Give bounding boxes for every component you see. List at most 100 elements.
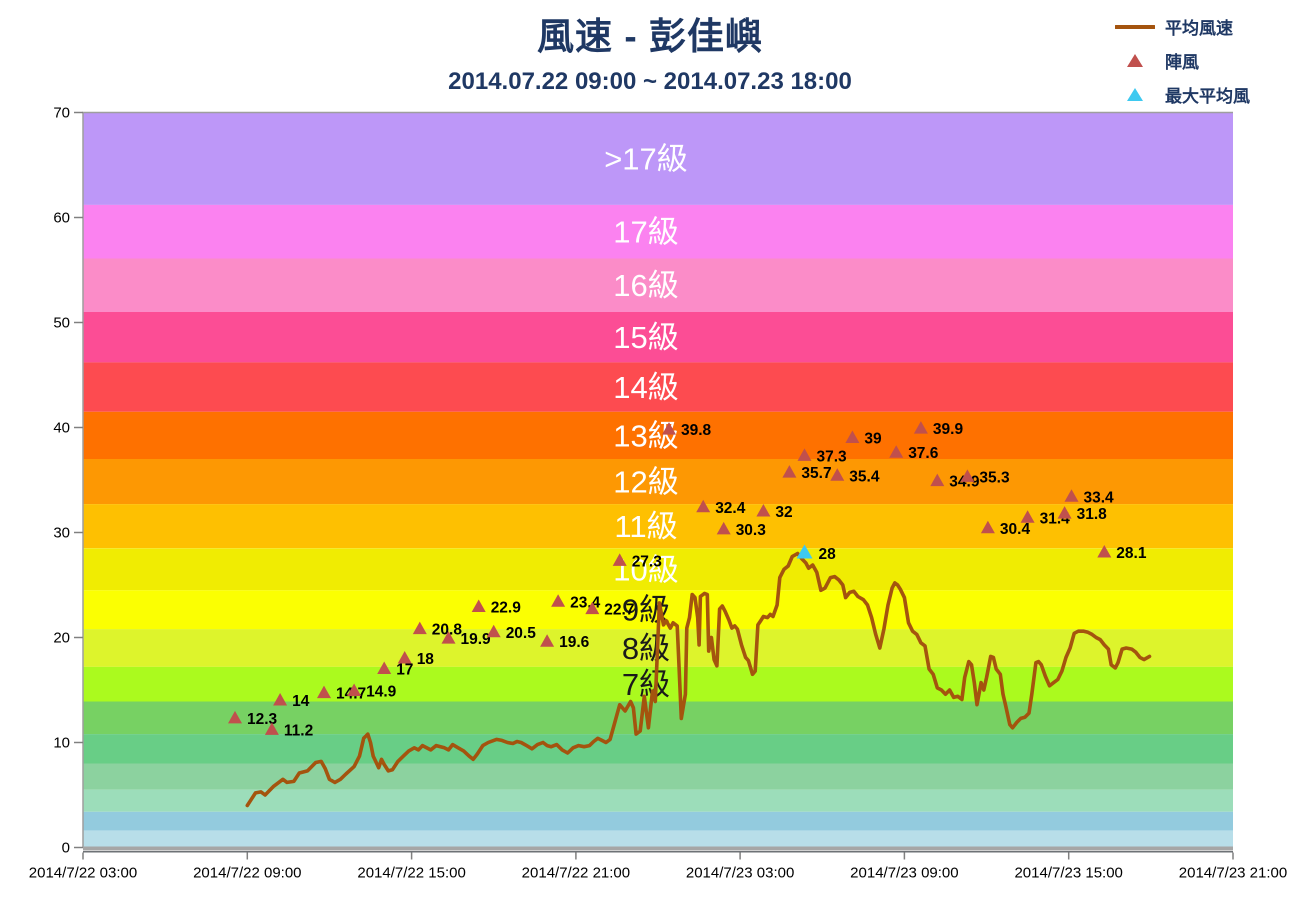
x-axis-underline xyxy=(83,851,1233,853)
gust-value-label: 31.8 xyxy=(1077,506,1108,523)
legend-label-max-avg-wind: 最大平均風 xyxy=(1165,87,1250,106)
gust-value-label: 35.4 xyxy=(849,468,880,485)
gust-marker xyxy=(696,499,711,513)
beaufort-band xyxy=(83,763,1233,790)
beaufort-band xyxy=(83,362,1233,412)
gust-marker xyxy=(913,421,928,434)
gust-marker xyxy=(540,634,555,647)
beaufort-band xyxy=(83,548,1233,591)
beaufort-bands xyxy=(83,112,1233,848)
gust-marker xyxy=(830,468,845,481)
gust-marker xyxy=(756,504,771,517)
gust-marker xyxy=(930,473,945,487)
gust-marker xyxy=(1097,545,1112,558)
beaufort-band xyxy=(83,312,1233,363)
gust-marker xyxy=(471,599,486,612)
gust-value-label: 37.6 xyxy=(908,445,939,462)
gust-value-label: 20.5 xyxy=(506,625,537,642)
legend-item-avg-wind[interactable]: 平均風速 xyxy=(1113,14,1250,39)
x-tick-label: 2014/7/23 09:00 xyxy=(850,865,958,882)
gust-marker xyxy=(228,710,242,724)
gust-triangle-icon xyxy=(1113,53,1157,68)
y-tick-label: 60 xyxy=(53,210,70,227)
gust-value-label: 32 xyxy=(775,504,792,521)
gust-value-label: 30.4 xyxy=(1000,521,1031,538)
legend-label-gust: 陣風 xyxy=(1165,53,1199,72)
beaufort-band xyxy=(83,204,1233,259)
band-label: 12級 xyxy=(613,465,678,500)
avg-wind-line-swatch xyxy=(1113,20,1157,34)
gust-value-label: 22.7 xyxy=(604,602,634,619)
band-label: 16級 xyxy=(613,268,678,303)
gust-marker xyxy=(1057,506,1072,519)
band-label: >17級 xyxy=(604,142,688,177)
x-tick-label: 2014/7/22 21:00 xyxy=(522,865,630,882)
gust-value-label: 11.2 xyxy=(284,722,313,739)
gust-marker xyxy=(412,621,427,635)
gust-marker xyxy=(264,722,279,735)
gust-series: 12.311.21414.714.9171820.819.922.920.519… xyxy=(228,421,1147,739)
gust-marker xyxy=(585,601,600,615)
beaufort-band xyxy=(83,504,1233,549)
gust-marker xyxy=(551,594,566,607)
chart-subtitle: 2014.07.22 09:00 ~ 2014.07.23 18:00 xyxy=(448,68,852,95)
gust-value-label: 27.3 xyxy=(632,553,663,570)
y-tick-label: 70 xyxy=(53,105,70,122)
band-label: 10級 xyxy=(613,552,678,587)
band-label: 14級 xyxy=(613,370,678,405)
y-tick-label: 10 xyxy=(53,735,70,752)
band-label: 17級 xyxy=(613,215,678,250)
gust-value-label: 22.9 xyxy=(491,600,522,617)
chart-title: 風速 - 彭佳嶼 xyxy=(537,16,763,57)
x-axis: 2014/7/22 03:00 2014/7/22 09:00 2014/7/22 … xyxy=(29,852,1287,882)
gust-value-label: 32.4 xyxy=(715,500,746,517)
gust-marker xyxy=(612,553,627,566)
beaufort-band xyxy=(83,789,1233,812)
gust-marker xyxy=(347,683,362,696)
gust-value-label: 17 xyxy=(396,662,413,679)
gust-marker xyxy=(716,521,731,535)
gust-value-label: 37.3 xyxy=(817,448,848,465)
legend: 平均風速 陣風 最大平均風 xyxy=(1113,14,1250,116)
max-avg-marker xyxy=(796,544,813,559)
gust-value-label: 35.3 xyxy=(979,469,1010,486)
beaufort-band xyxy=(83,112,1233,205)
gust-marker xyxy=(889,445,904,458)
y-axis: 0 10 20 30 40 50 60 70 xyxy=(53,105,83,857)
gust-marker xyxy=(1064,489,1079,502)
y-tick-label: 50 xyxy=(53,315,70,332)
gust-value-label: 34.9 xyxy=(949,474,980,491)
gust-value-label: 35.7 xyxy=(801,465,831,482)
x-tick-label: 2014/7/22 15:00 xyxy=(357,865,465,882)
gust-value-label: 12.3 xyxy=(247,711,278,728)
gust-value-label: 20.8 xyxy=(432,622,463,639)
beaufort-band xyxy=(83,459,1233,505)
beaufort-band xyxy=(83,811,1233,831)
y-tick-label: 30 xyxy=(53,525,70,542)
gust-marker xyxy=(317,685,331,699)
gust-marker xyxy=(397,651,412,664)
y-tick-label: 20 xyxy=(53,630,70,647)
x-tick-label: 2014/7/23 15:00 xyxy=(1014,865,1122,882)
gust-value-label: 39.9 xyxy=(933,421,964,438)
gust-value-label: 14.9 xyxy=(366,684,397,701)
beaufort-band xyxy=(83,411,1233,460)
x-tick-label: 2014/7/23 03:00 xyxy=(686,865,794,882)
legend-item-gust[interactable]: 陣風 xyxy=(1113,48,1250,73)
band-label: 8級 xyxy=(622,631,670,666)
legend-item-max-avg-wind[interactable]: 最大平均風 xyxy=(1113,82,1250,107)
x-tick-label: 2014/7/22 03:00 xyxy=(29,865,137,882)
gust-marker xyxy=(960,469,975,482)
band-label: 15級 xyxy=(613,320,678,355)
y-tick-label: 40 xyxy=(53,420,70,437)
gust-marker xyxy=(1020,510,1035,523)
gust-marker xyxy=(782,465,797,478)
gust-value-label: 18 xyxy=(417,651,435,668)
gust-value-label: 30.3 xyxy=(736,522,767,539)
gust-value-label: 19.6 xyxy=(559,634,590,651)
gust-marker xyxy=(377,661,392,674)
gust-marker xyxy=(662,422,676,435)
